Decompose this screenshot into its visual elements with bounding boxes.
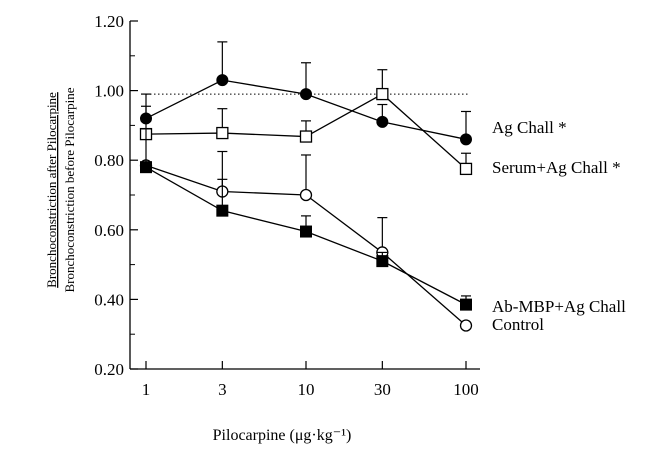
data-point [376,87,389,101]
plot-area: 0.20 0.40 0.60 0.80 1.00 1.20 1 3 10 30 100 Ag Chal… [94,12,626,399]
x-tick-label: 30 [374,380,391,399]
y-tick-label: 1.20 [94,12,124,31]
x-tick-label: 3 [218,380,227,399]
data-point [460,133,472,146]
x-tick-label: 10 [298,380,315,399]
y-axis-label-numerator: Bronchoconstriction after Pilocarpine [44,92,59,288]
data-point [459,319,473,332]
series-label: Ag Chall * [492,118,567,137]
data-point [459,162,473,176]
y-tick-label: 0.20 [94,360,124,379]
x-tick-label: 1 [142,380,151,399]
data-point [216,74,229,87]
data-point [216,204,229,217]
y-tick-label: 0.60 [94,221,124,240]
series-label: Control [492,315,544,334]
data-point [216,126,229,140]
x-axis-label: Pilocarpine (μg·kg⁻¹) [213,427,352,444]
y-axis-label: Bronchoconstriction after Pilocarpine Br… [44,87,77,292]
data-point [299,188,313,202]
data-point [300,88,312,101]
y-tick-label: 0.80 [94,151,124,170]
y-tick-label: 0.40 [94,290,124,309]
series-label: Serum+Ag Chall * [492,158,621,177]
y-tick-label: 1.00 [94,82,124,101]
y-axis-label-denominator: Bronchoconstriction before Pilocarpine [62,87,77,292]
data-point [299,130,313,143]
data-point [460,298,472,311]
data-point [376,115,389,128]
data-point [300,225,312,238]
data-point [376,255,389,268]
data-point [140,161,152,174]
series-label: Ab-MBP+Ag Chall [492,297,626,316]
x-tick-label: 100 [453,380,479,399]
